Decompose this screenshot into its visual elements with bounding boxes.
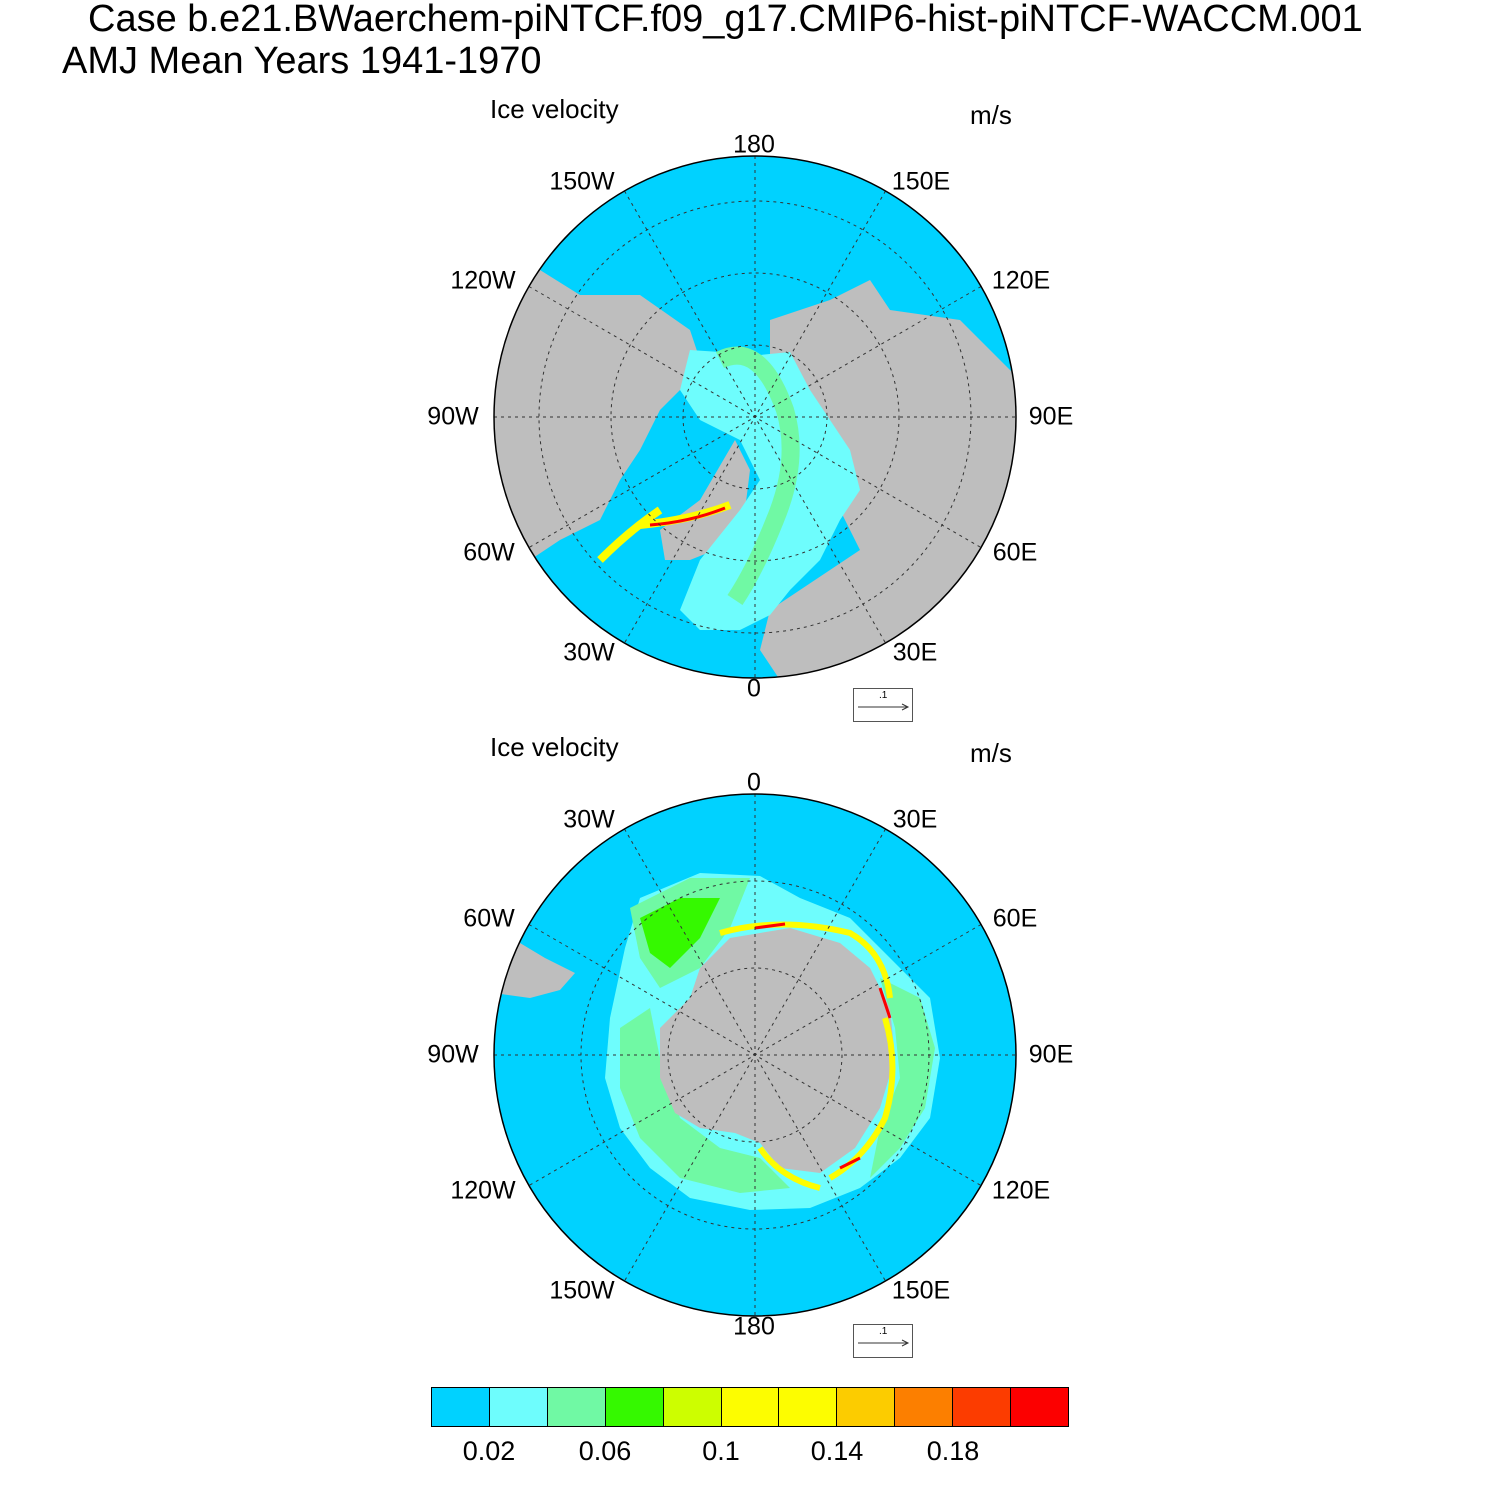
colorbar-tick-label: 0.1 bbox=[702, 1436, 740, 1466]
lon-label-0: 0 bbox=[747, 768, 761, 797]
antarctica-land bbox=[660, 928, 895, 1173]
reference-vector-label: .1 bbox=[879, 690, 888, 701]
south-america-land bbox=[494, 943, 575, 998]
lon-label-60w: 60W bbox=[463, 538, 515, 567]
lon-label-60e: 60E bbox=[992, 538, 1038, 567]
season-title: AMJ Mean Years 1941-1970 bbox=[62, 40, 542, 82]
colorbar-swatch bbox=[605, 1388, 664, 1426]
colorbar-swatch bbox=[895, 1388, 954, 1426]
colorbar-swatch bbox=[953, 1388, 1012, 1426]
panel-title: Ice velocity bbox=[490, 732, 619, 762]
colorbar-tick-label: 0.06 bbox=[578, 1436, 632, 1466]
lon-label-30w: 30W bbox=[563, 638, 615, 667]
lon-label-30e: 30E bbox=[892, 638, 938, 667]
lon-label-150w: 150W bbox=[549, 167, 615, 196]
colorbar bbox=[431, 1387, 1069, 1427]
colorbar-swatch bbox=[547, 1388, 606, 1426]
reference-vector-box: .1 bbox=[853, 688, 913, 722]
lon-label-150w: 150W bbox=[549, 1276, 615, 1305]
lon-label-120e: 120E bbox=[991, 266, 1051, 295]
colorbar-tick-label: 0.14 bbox=[810, 1436, 864, 1466]
colorbar-swatch bbox=[1011, 1388, 1068, 1426]
lon-label-30e: 30E bbox=[892, 805, 938, 834]
panel-title: Ice velocity bbox=[490, 94, 619, 124]
reference-vector-box: .1 bbox=[853, 1324, 913, 1358]
south-polar-map bbox=[493, 793, 1017, 1317]
lon-label-120w: 120W bbox=[450, 1176, 516, 1205]
colorbar-swatch bbox=[721, 1388, 780, 1426]
colorbar-swatch bbox=[779, 1388, 838, 1426]
colorbar-tick-label: 0.02 bbox=[462, 1436, 516, 1466]
lon-label-90e: 90E bbox=[1028, 1040, 1074, 1069]
north-polar-map bbox=[493, 155, 1017, 679]
lon-label-90e: 90E bbox=[1028, 402, 1074, 431]
ross-sea-ice bbox=[620, 1008, 790, 1193]
colorbar-swatch bbox=[432, 1388, 490, 1426]
map-boundary bbox=[493, 155, 1017, 679]
panel-units: m/s bbox=[970, 738, 1012, 768]
colorbar-swatch bbox=[663, 1388, 722, 1426]
lon-label-150e: 150E bbox=[891, 1276, 951, 1305]
lon-label-60e: 60E bbox=[992, 904, 1038, 933]
reference-arrow-icon bbox=[858, 1339, 910, 1347]
lon-label-60w: 60W bbox=[463, 904, 515, 933]
east-antarctic-ice bbox=[870, 978, 935, 1178]
reference-arrow-icon bbox=[858, 703, 910, 711]
colorbar-swatch bbox=[837, 1388, 896, 1426]
east-greenland-current bbox=[649, 506, 726, 527]
lon-label-180: 180 bbox=[733, 130, 775, 159]
lon-label-180: 180 bbox=[733, 1312, 775, 1341]
lon-label-90w: 90W bbox=[427, 1040, 479, 1069]
lon-label-150e: 150E bbox=[891, 167, 951, 196]
lon-label-120e: 120E bbox=[991, 1176, 1051, 1205]
weddell-gyre-core bbox=[640, 898, 720, 968]
case-title: Case b.e21.BWaerchem-piNTCF.f09_g17.CMIP… bbox=[88, 0, 1363, 40]
coastal-flow-red bbox=[754, 922, 892, 1170]
graticule bbox=[494, 156, 1016, 678]
lon-label-0: 0 bbox=[747, 674, 761, 703]
arctic-sea-ice bbox=[680, 350, 860, 630]
south-polar-map-panel: Ice velocity m/s bbox=[0, 728, 1500, 1368]
lon-label-120w: 120W bbox=[450, 266, 516, 295]
colorbar-tick-label: 0.18 bbox=[926, 1436, 980, 1466]
graticule bbox=[494, 794, 1016, 1316]
map-boundary bbox=[493, 793, 1017, 1317]
colorbar-swatch bbox=[489, 1388, 548, 1426]
north-polar-map-panel: Ice velocity m/s bbox=[0, 90, 1500, 730]
reference-vector-label: .1 bbox=[879, 1326, 888, 1337]
north-america-land bbox=[494, 270, 700, 610]
panel-units: m/s bbox=[970, 100, 1012, 130]
lon-label-30w: 30W bbox=[563, 805, 615, 834]
lon-label-90w: 90W bbox=[427, 402, 479, 431]
